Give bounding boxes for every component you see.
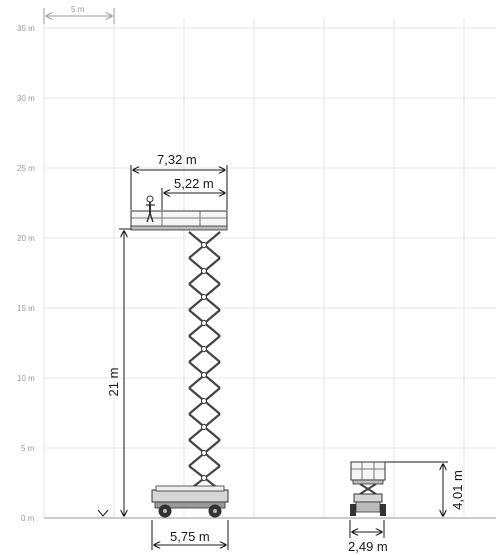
grid [43, 18, 496, 518]
dim-platform-extension: 5,22 m [161, 176, 225, 210]
y-label-35: 35 m [17, 24, 35, 33]
dim-platform-height: 21 m [97, 228, 131, 517]
label-stowed-height: 4,01 m [450, 470, 465, 510]
label-platform-total: 7,32 m [157, 152, 197, 167]
dim-base-length: 5,75 m [151, 520, 229, 550]
y-label-20: 20 m [17, 234, 35, 243]
dim-stowed-width: 2,49 m [348, 520, 388, 554]
y-label-30: 30 m [17, 94, 35, 103]
scissor-lift-stowed [350, 461, 386, 516]
dim-platform-total: 7,32 m [130, 152, 228, 210]
worker-figure [146, 195, 155, 223]
y-label-25: 25 m [17, 164, 35, 173]
label-base-length: 5,75 m [170, 529, 210, 544]
y-label-5: 5 m [21, 444, 35, 453]
y-label-15: 15 m [17, 304, 35, 313]
label-platform-height: 21 m [106, 368, 121, 397]
y-axis: 35 m 30 m 25 m 20 m 15 m 10 m 5 m 0 m [17, 24, 35, 523]
scale-indicator: 5 m [43, 5, 115, 24]
y-label-10: 10 m [17, 374, 35, 383]
label-platform-extension: 5,22 m [174, 176, 214, 191]
label-stowed-width: 2,49 m [348, 539, 388, 554]
dim-stowed-height: 4,01 m [385, 461, 465, 516]
y-label-0: 0 m [21, 514, 35, 523]
scissor-lift-extended [130, 195, 229, 518]
scale-label: 5 m [71, 5, 85, 14]
